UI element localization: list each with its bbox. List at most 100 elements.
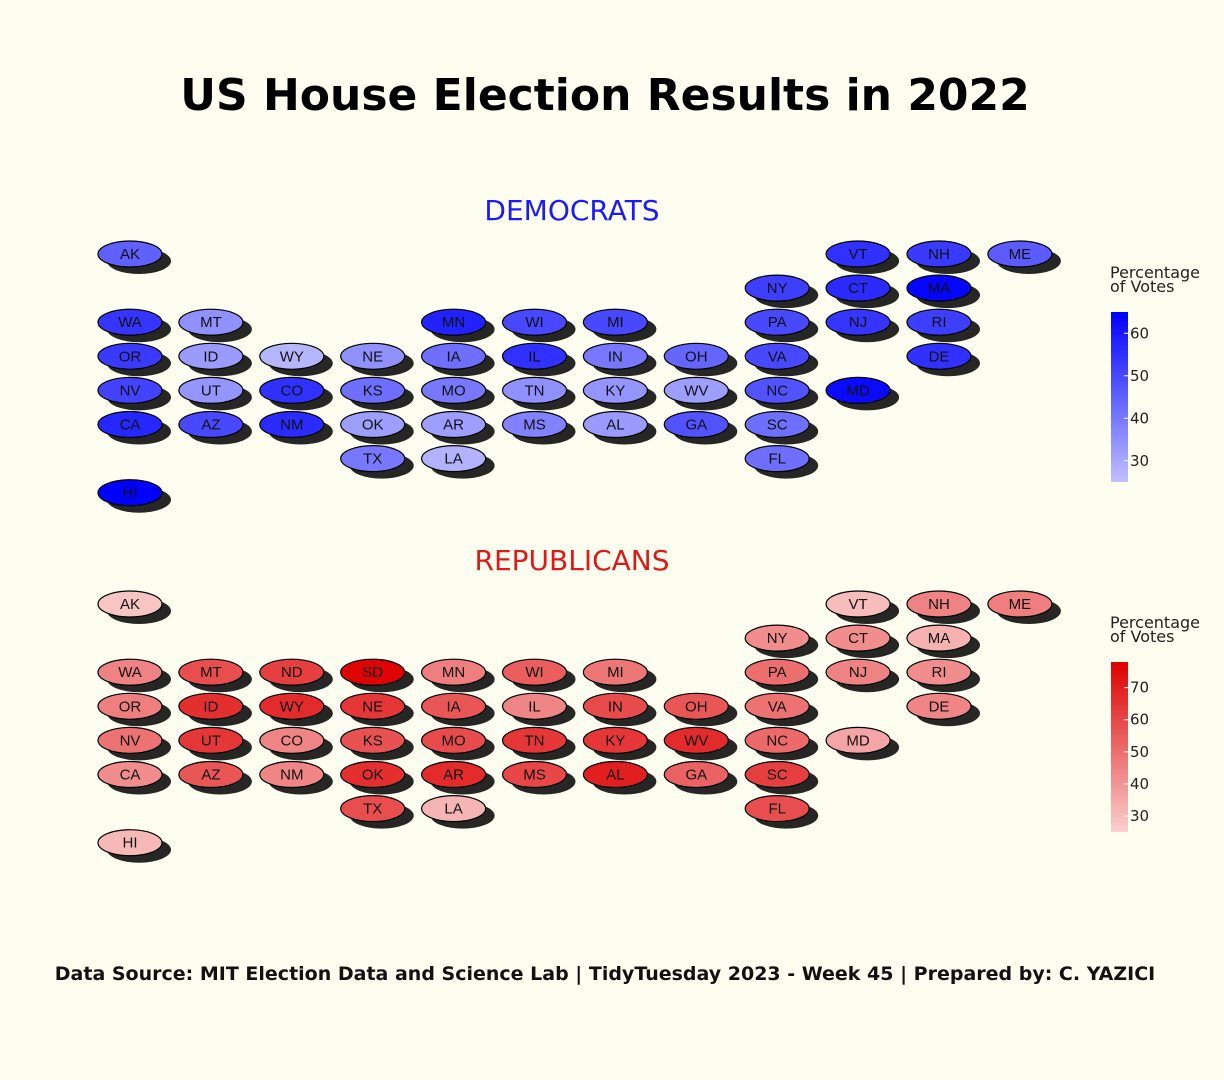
- rep-tile-ne: NE: [340, 692, 414, 727]
- tile-label: MI: [607, 664, 624, 681]
- rep-tile-in: IN: [582, 692, 657, 727]
- tile-shape: [340, 445, 406, 473]
- dem-tile-ma: MA: [906, 274, 980, 309]
- tile-shape: [825, 590, 891, 618]
- tile-label: MA: [928, 630, 951, 647]
- tile-label: KS: [363, 382, 383, 399]
- rep-tile-tn: TN: [501, 726, 576, 761]
- tile-shape: [259, 376, 325, 404]
- colorbar-tick-label: 50: [1130, 367, 1149, 385]
- rep-tile-ma: MA: [906, 624, 980, 659]
- tile-label: LA: [444, 451, 462, 468]
- tile-shape: [340, 376, 406, 404]
- tile-shape: [663, 410, 729, 439]
- tile-label: FL: [768, 451, 786, 468]
- rep-tile-ak: AK: [97, 590, 171, 624]
- tile-shape: [259, 726, 325, 755]
- dem-tile-in: IN: [582, 342, 657, 377]
- democrats-tile-map: AK VT NH ME NY CT MA WA MT MN WI MI PA NJ RI OR ID WY NE IA…: [97, 240, 1061, 513]
- tile-label: IN: [608, 348, 623, 365]
- tile-label: OH: [685, 348, 708, 365]
- rep-tile-de: DE: [906, 692, 980, 727]
- tile-shape: [421, 658, 487, 686]
- tile-label: ME: [1009, 596, 1032, 613]
- dem-tile-wv: WV: [663, 376, 738, 411]
- rep-tile-wy: WY: [259, 692, 333, 727]
- rep-tile-nh: NH: [906, 590, 980, 624]
- tile-shape: [97, 240, 163, 268]
- tile-label: TN: [525, 382, 545, 399]
- tile-shape: [97, 760, 163, 789]
- dem-tile-mn: MN: [421, 308, 495, 343]
- dem-tile-md: MD: [825, 376, 900, 411]
- tile-shape: [97, 726, 163, 755]
- colorbar-tick-label: 30: [1130, 807, 1149, 825]
- tile-label: GA: [685, 417, 707, 434]
- tile-shape: [906, 240, 972, 268]
- dem-tile-ia: IA: [421, 342, 495, 377]
- tile-label: IN: [608, 698, 623, 715]
- tile-label: VA: [768, 698, 787, 715]
- rep-tile-oh: OH: [663, 692, 738, 727]
- tile-shape: [97, 479, 163, 507]
- tile-shape: [825, 726, 891, 755]
- tile-label: KY: [605, 382, 625, 399]
- tile-label: IA: [447, 348, 461, 365]
- democrats-panel-title: DEMOCRATS: [484, 194, 660, 227]
- tile-shape: [421, 692, 487, 720]
- tile-shape: [97, 376, 163, 404]
- dem-tile-tn: TN: [501, 376, 576, 411]
- dem-tile-ut: UT: [178, 376, 252, 411]
- tile-label: CT: [848, 630, 868, 647]
- tile-shape: [97, 829, 163, 857]
- tile-shape: [178, 410, 244, 439]
- tile-label: DE: [929, 698, 950, 715]
- dem-tile-wa: WA: [97, 308, 171, 343]
- rep-tile-id: ID: [178, 692, 252, 727]
- tile-shape: [178, 658, 244, 686]
- tile-label: NV: [120, 732, 141, 749]
- dem-tile-oh: OH: [663, 342, 738, 377]
- dem-tile-mi: MI: [582, 308, 657, 343]
- tile-shape: [421, 445, 487, 473]
- tile-label: MS: [523, 767, 546, 784]
- rep-tile-hi: HI: [97, 829, 171, 863]
- dem-tile-ri: RI: [906, 308, 980, 343]
- tile-shape: [501, 726, 568, 755]
- tile-label: TX: [363, 801, 382, 818]
- dem-tile-ga: GA: [663, 410, 738, 445]
- tile-shape: [744, 308, 810, 336]
- tile-label: MN: [442, 314, 465, 331]
- rep-tile-sc: SC: [744, 760, 819, 795]
- tile-label: MS: [523, 417, 546, 434]
- tile-shape: [663, 726, 729, 755]
- tile-shape: [178, 692, 244, 720]
- tile-label: NC: [766, 382, 788, 399]
- colorbar-tick-label: 60: [1130, 711, 1149, 729]
- rep-tile-az: AZ: [178, 760, 252, 795]
- tile-shape: [582, 760, 649, 789]
- tile-shape: [501, 376, 568, 404]
- tile-label: VA: [768, 348, 787, 365]
- rep-tile-la: LA: [421, 794, 495, 829]
- tile-shape: [421, 376, 487, 404]
- tile-label: FL: [768, 801, 786, 818]
- tile-shape: [906, 624, 972, 652]
- dem-tile-nv: NV: [97, 376, 171, 411]
- colorbar-tick-label: 40: [1130, 409, 1149, 427]
- tile-shape: [97, 410, 163, 439]
- tile-shape: [582, 376, 649, 404]
- tile-shape: [421, 726, 487, 755]
- tile-label: SC: [767, 767, 788, 784]
- tile-shape: [501, 308, 568, 336]
- colorbar-gradient: [1111, 662, 1128, 832]
- tile-shape: [178, 308, 244, 336]
- tile-shape: [421, 342, 487, 370]
- dem-tile-wy: WY: [259, 342, 333, 377]
- dem-tile-ok: OK: [340, 410, 414, 445]
- dem-tile-ny: NY: [744, 274, 819, 309]
- tile-label: WI: [525, 314, 543, 331]
- republicans-panel-title: REPUBLICANS: [474, 544, 670, 577]
- dem-tile-az: AZ: [178, 410, 252, 445]
- tile-shape: [987, 590, 1053, 618]
